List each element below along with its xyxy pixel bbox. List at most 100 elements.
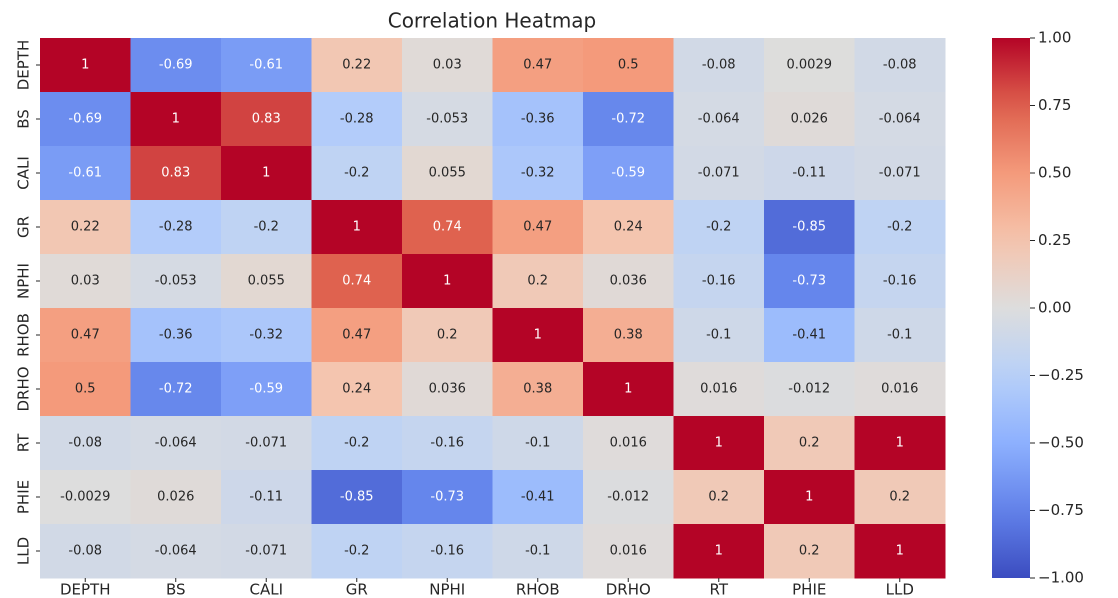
cell-label: 0.026 (791, 112, 828, 127)
heatmap-cell (311, 254, 403, 309)
cell-label: -0.08 (702, 58, 736, 73)
heatmap-cell (402, 308, 493, 363)
cell-label: -0.064 (155, 436, 197, 451)
cell-label: -0.2 (887, 220, 912, 235)
colorbar-tick-label: −0.75 (1038, 501, 1084, 519)
y-tick-label: BS (15, 109, 33, 129)
heatmap-cell (130, 470, 222, 525)
cell-label: 0.0029 (787, 58, 833, 73)
cell-label: -0.0029 (60, 490, 110, 505)
colorbar-tick-label: 1.00 (1038, 29, 1071, 47)
heatmap-cell (221, 362, 312, 417)
heatmap-cell (583, 470, 674, 525)
heatmap-cell (854, 524, 946, 579)
heatmap-cell (492, 38, 584, 93)
cell-label: -0.16 (883, 274, 917, 289)
cell-label: 0.47 (342, 328, 371, 343)
cell-label: 0.24 (614, 220, 643, 235)
cell-label: 1 (172, 112, 180, 127)
x-tick-label: RT (710, 581, 729, 598)
cell-label: 1 (443, 274, 451, 289)
cell-label: -0.72 (611, 112, 645, 127)
heatmap-cell (764, 200, 855, 255)
cell-label: -0.36 (159, 328, 193, 343)
cell-label: -0.41 (792, 328, 826, 343)
cell-label: -0.08 (883, 58, 917, 73)
heatmap-cell (402, 470, 493, 525)
cell-label: -0.071 (245, 436, 287, 451)
cell-label: 0.016 (881, 382, 918, 397)
heatmap-cell (402, 254, 493, 309)
heatmap-cell (583, 416, 674, 471)
cell-label: 0.74 (433, 220, 462, 235)
heatmap-cell (130, 416, 222, 471)
cell-label: 0.055 (429, 166, 466, 181)
cell-label: -0.41 (521, 490, 555, 505)
cell-label: -0.1 (887, 328, 912, 343)
cell-label: -0.59 (611, 166, 645, 181)
cell-label: -0.59 (249, 382, 283, 397)
colorbar-tick-label: 0.00 (1038, 299, 1071, 317)
cell-label: -0.071 (245, 544, 287, 559)
heatmap-cell (673, 362, 765, 417)
heatmap-cell (854, 362, 946, 417)
heatmap-cell (673, 92, 765, 147)
cell-label: 0.47 (523, 58, 552, 73)
cell-label: -0.85 (340, 490, 374, 505)
cell-label: -0.69 (68, 112, 102, 127)
y-tick-label: RT (15, 433, 33, 452)
cell-label: -0.61 (249, 58, 283, 73)
cell-label: 1 (534, 328, 542, 343)
heatmap-cell (583, 308, 674, 363)
heatmap-cell (221, 308, 312, 363)
heatmap-cell (583, 92, 674, 147)
cell-label: 0.47 (523, 220, 552, 235)
heatmap-cell (764, 362, 855, 417)
heatmap-cell (673, 308, 765, 363)
cell-label: 0.055 (248, 274, 285, 289)
heatmap-cell (402, 416, 493, 471)
colorbar-tick-label: 0.75 (1038, 96, 1071, 114)
cell-label: -0.16 (430, 544, 464, 559)
heatmap-cell (854, 254, 946, 309)
cell-label: 0.2 (799, 436, 820, 451)
cell-label: 0.2 (889, 490, 910, 505)
heatmap-cell (40, 308, 131, 363)
heatmap-cell (854, 416, 946, 471)
cell-label: -0.2 (344, 436, 369, 451)
heatmap-cell (40, 416, 131, 471)
heatmap-cell (311, 362, 403, 417)
cell-label: -0.69 (159, 58, 193, 73)
heatmap-cell (583, 362, 674, 417)
chart-title: Correlation Heatmap (388, 9, 597, 33)
heatmap-cell (854, 470, 946, 525)
heatmap-cell (311, 146, 403, 201)
y-tick-label: NPHI (15, 263, 33, 299)
heatmap-cell (492, 416, 584, 471)
heatmap-cell (311, 308, 403, 363)
cell-label: -0.08 (68, 544, 102, 559)
heatmap-cell (583, 524, 674, 579)
cell-label: 0.83 (161, 166, 190, 181)
cell-label: -0.012 (607, 490, 649, 505)
cell-label: 0.2 (437, 328, 458, 343)
cell-label: 1 (805, 490, 813, 505)
heatmap-cell (221, 38, 312, 93)
heatmap-cell (311, 38, 403, 93)
cell-label: 0.5 (75, 382, 96, 397)
cell-label: 0.38 (614, 328, 643, 343)
cell-label: 0.2 (527, 274, 548, 289)
heatmap-cell (764, 92, 855, 147)
heatmap-cell (854, 38, 946, 93)
heatmap-cell (764, 470, 855, 525)
cell-label: 0.016 (610, 544, 647, 559)
heatmap-cell (764, 524, 855, 579)
cell-label: -0.2 (344, 544, 369, 559)
heatmap-cell (40, 146, 131, 201)
cell-label: -0.36 (521, 112, 555, 127)
cell-label: -0.1 (525, 544, 550, 559)
cell-label: 0.2 (799, 544, 820, 559)
cell-label: 1 (624, 382, 632, 397)
heatmap-cell (402, 524, 493, 579)
